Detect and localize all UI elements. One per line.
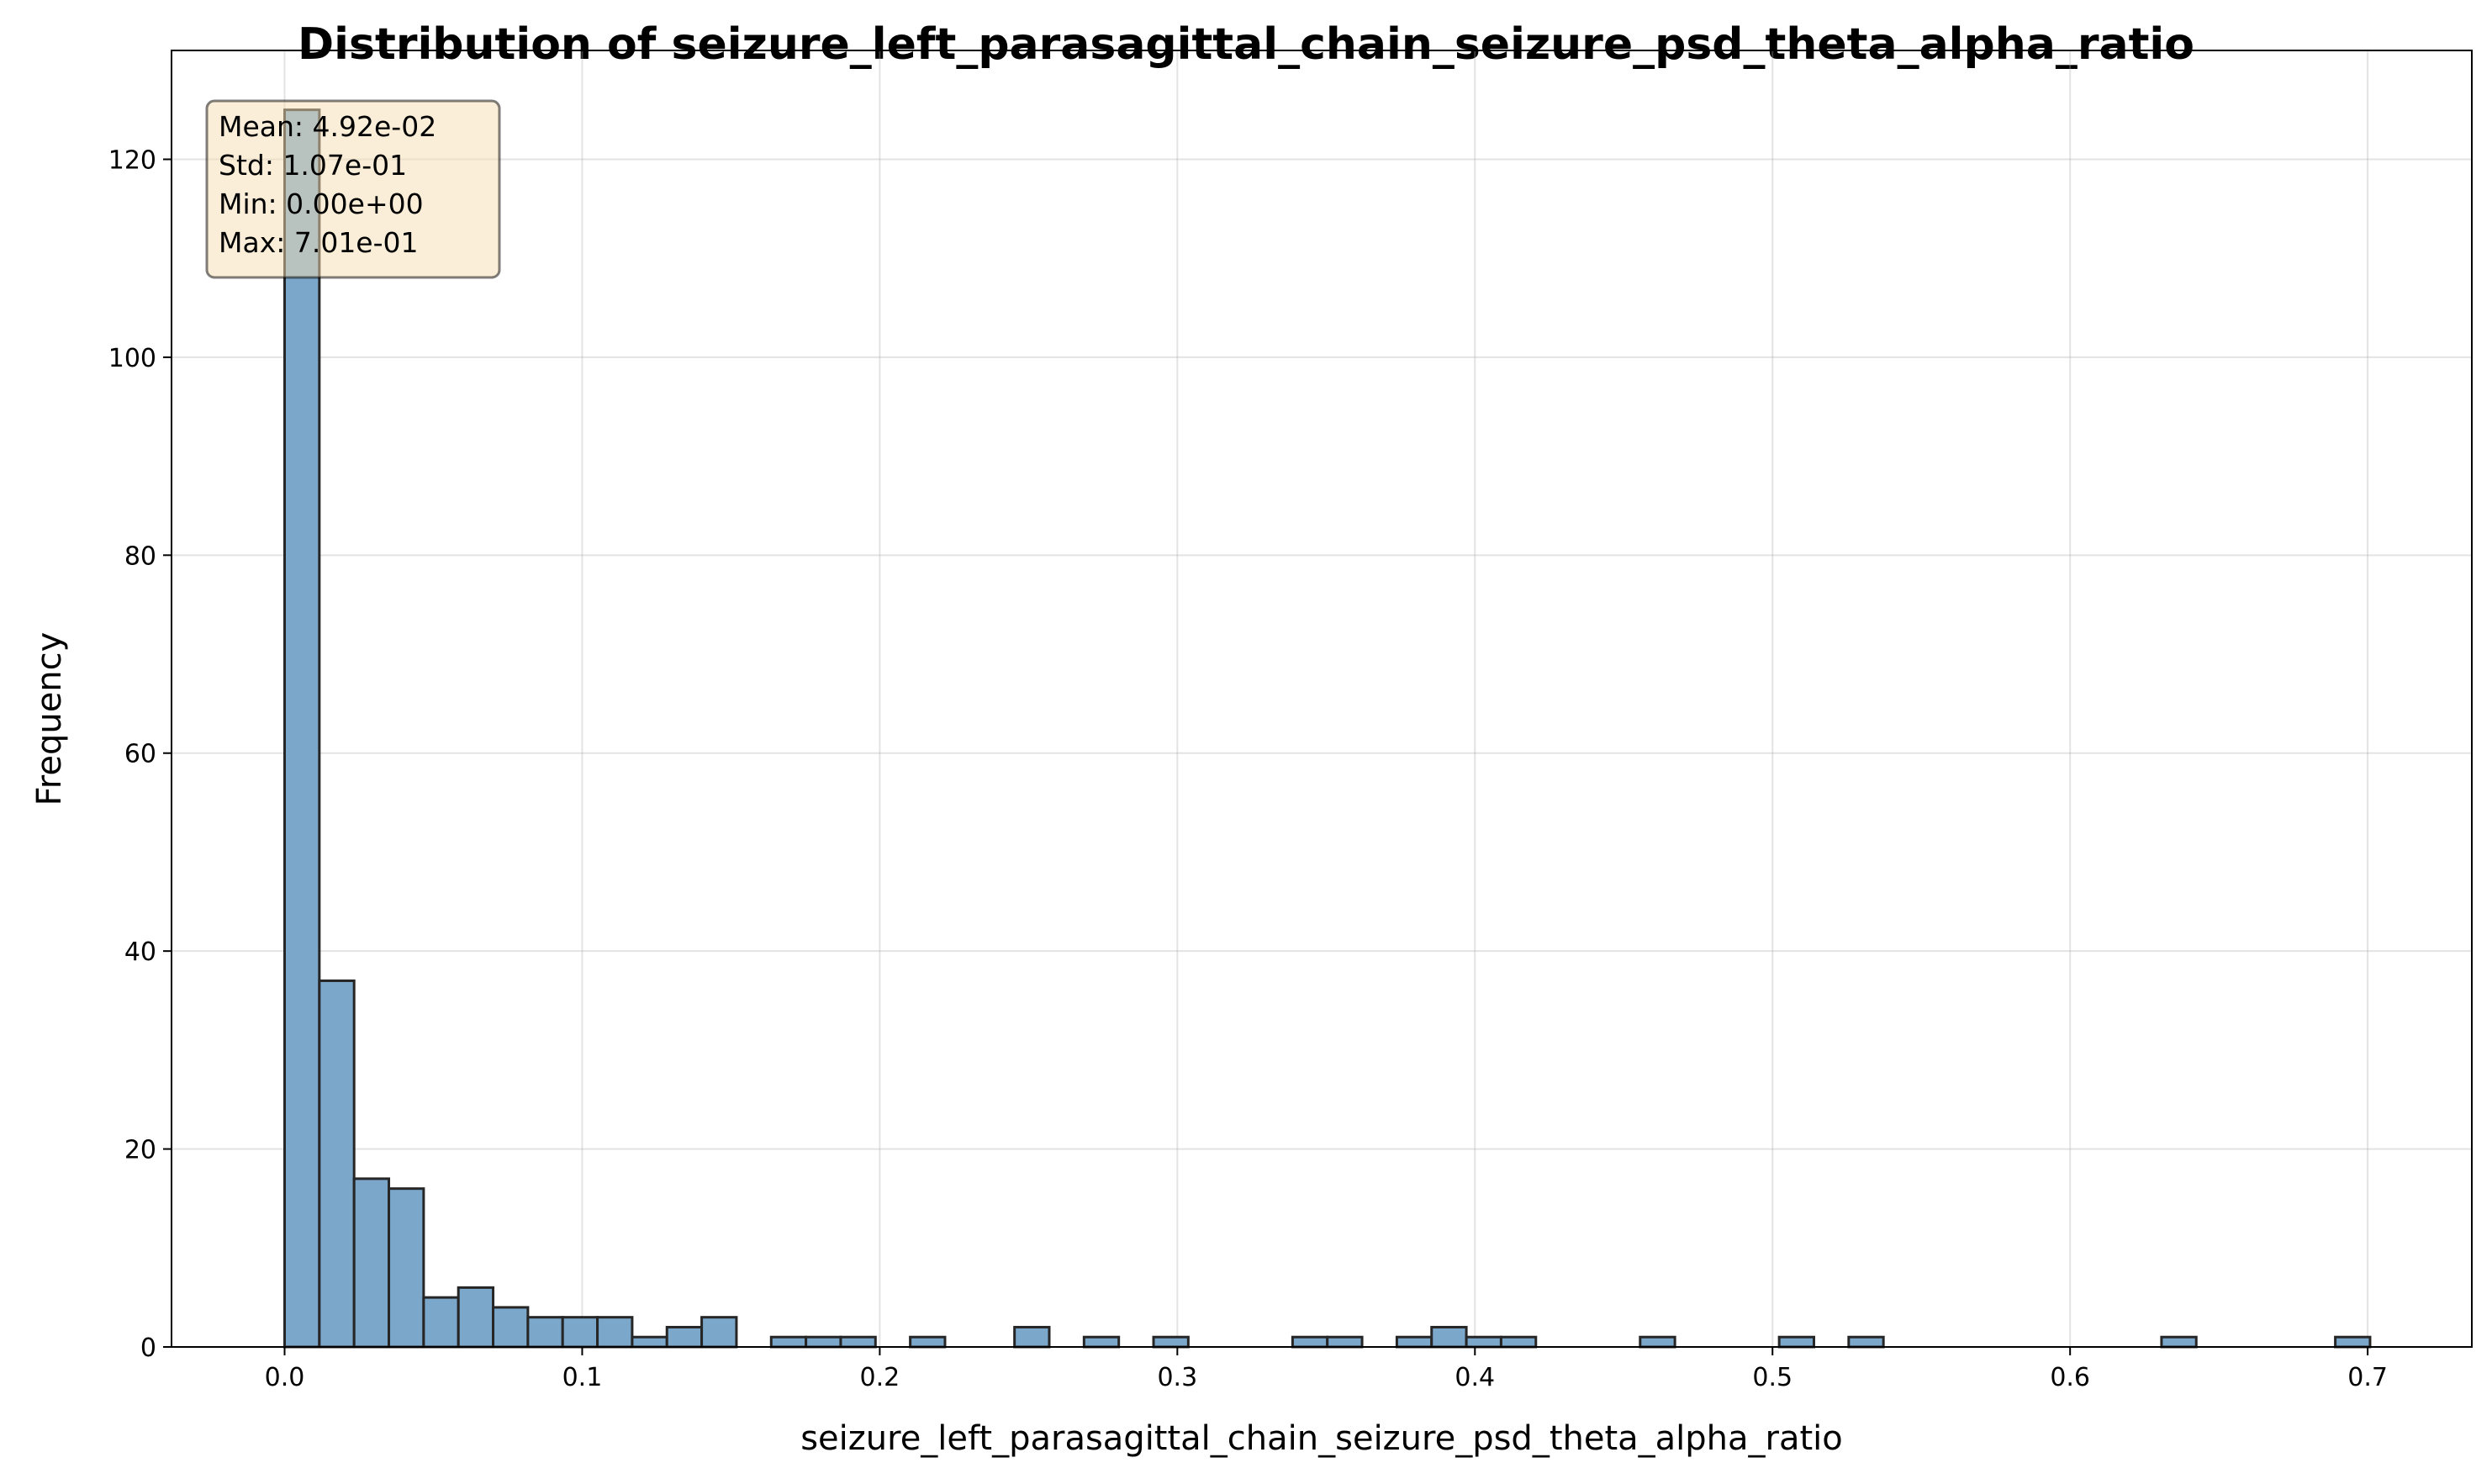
histogram-bar (909, 1335, 947, 1349)
y-tick-label: 100 (108, 344, 156, 373)
x-tick-label: 0.1 (562, 1363, 603, 1392)
histogram-bar (1465, 1335, 1502, 1349)
y-axis-label: Frequency (30, 632, 69, 806)
y-tick-label: 60 (124, 740, 156, 769)
histogram-bar (700, 1316, 738, 1349)
x-tick-label: 0.4 (1455, 1363, 1495, 1392)
y-tick-label: 120 (108, 145, 156, 175)
histogram-bar (1395, 1335, 1433, 1349)
stats-std: Std: 1.07e-01 (219, 149, 407, 182)
histogram-bar (422, 1296, 460, 1349)
histogram-bar (1639, 1335, 1676, 1349)
histogram-bar (318, 979, 356, 1349)
histogram-bar (1152, 1335, 1190, 1349)
histogram-bar (1326, 1335, 1364, 1349)
histogram-bar (1291, 1335, 1329, 1349)
histogram-bar (805, 1335, 842, 1349)
y-tick-label: 20 (124, 1136, 156, 1165)
histogram-bar (665, 1325, 704, 1349)
histogram-bar (2334, 1335, 2372, 1349)
histogram-bar (388, 1187, 425, 1349)
histogram-bar (1499, 1335, 1538, 1349)
histogram-bar (457, 1286, 495, 1349)
x-axis-label: seizure_left_parasagittal_chain_seizure_… (800, 1419, 1843, 1458)
histogram-bar (1847, 1335, 1885, 1349)
stats-mean: Mean: 4.92e-02 (219, 110, 436, 143)
histogram-bar (526, 1316, 564, 1349)
histogram-bars (282, 108, 2372, 1349)
histogram-bar (769, 1335, 808, 1349)
stats-box-background (205, 99, 501, 279)
y-tick-label: 80 (124, 541, 156, 571)
histogram-bar (1013, 1325, 1051, 1349)
histogram-bar (596, 1316, 634, 1349)
x-axis-ticks: 0.0 0.1 0.2 0.3 0.4 0.5 0.6 0.7 (265, 1347, 2388, 1392)
histogram-bar (352, 1177, 391, 1349)
x-tick-label: 0.0 (265, 1363, 305, 1392)
stats-min: Min: 0.00e+00 (219, 187, 424, 220)
histogram-bar (1430, 1325, 1468, 1349)
histogram-bar (631, 1335, 668, 1349)
stats-box: Mean: 4.92e-02 Std: 1.07e-01 Min: 0.00e+… (205, 99, 501, 279)
chart-title: Distribution of seizure_left_parasagitta… (298, 19, 2194, 70)
grid-lines (172, 50, 2472, 1348)
plot-frame (171, 50, 2473, 1348)
x-tick-label: 0.6 (2050, 1363, 2090, 1392)
histogram-bar (282, 108, 321, 1349)
stats-max: Max: 7.01e-01 (219, 226, 419, 259)
y-tick-label: 0 (140, 1333, 156, 1363)
histogram-bar (492, 1306, 530, 1349)
histogram-bar (1777, 1335, 1815, 1349)
x-tick-label: 0.3 (1157, 1363, 1197, 1392)
histogram-bar (839, 1335, 877, 1349)
y-tick-label: 40 (124, 937, 156, 967)
x-tick-label: 0.2 (860, 1363, 900, 1392)
x-tick-label: 0.5 (1752, 1363, 1792, 1392)
histogram-bar (561, 1316, 599, 1349)
x-tick-label: 0.7 (2347, 1363, 2388, 1392)
y-axis-ticks: 0 20 40 60 80 100 120 (108, 145, 172, 1363)
histogram-bar (1082, 1335, 1121, 1349)
histogram-bar (2160, 1335, 2198, 1349)
